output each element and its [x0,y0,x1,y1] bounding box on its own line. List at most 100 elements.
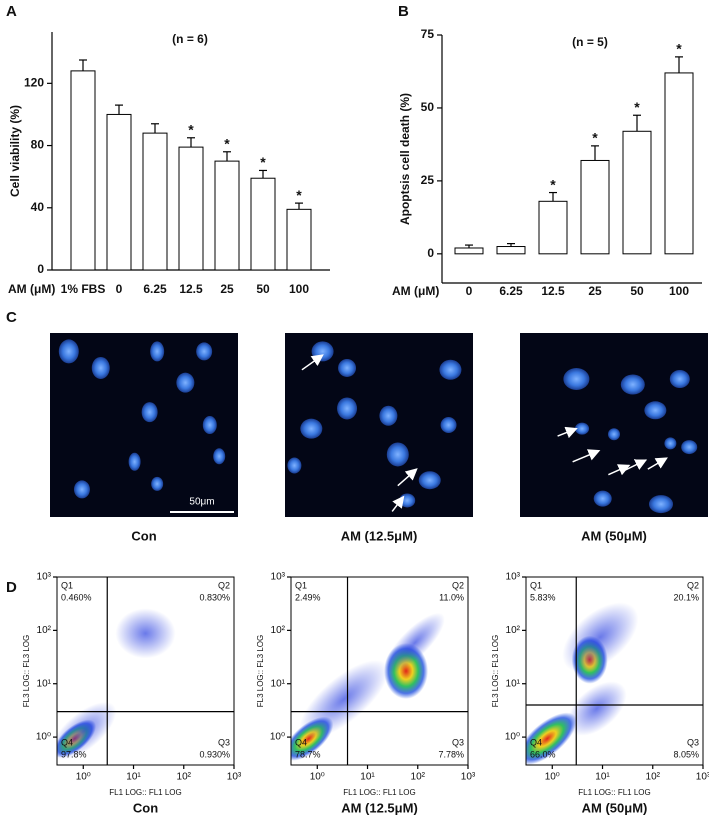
arrow [623,459,648,472]
nucleus [202,416,217,434]
nucleus [664,437,677,450]
micrograph [285,333,473,517]
density-cloud [115,608,176,659]
quadrant-name: Q4 [295,737,307,747]
nucleus [399,493,416,508]
arrow [572,449,601,463]
quadrant-percent: 66.0% [530,749,556,759]
x-axis-label: FL1 LOG:: FL1 LOG [109,788,181,797]
density-cloud [384,612,445,673]
x-tick-label: 10² [411,772,426,783]
y-tick-label: 10³ [506,572,521,583]
y-tick-label: 0 [37,262,44,276]
y-tick-label: 10¹ [271,678,286,689]
x-tick-label: 10¹ [595,772,610,783]
y-tick-label: 50 [421,100,435,114]
bar [178,146,204,271]
y-tick-label: 10³ [271,572,286,583]
density-cloud [567,681,627,736]
density-cloud [299,660,389,739]
x-tick-label: 10⁰ [545,772,560,783]
y-tick-label: 25 [421,173,435,187]
x-tick-label: 10¹ [360,772,375,783]
bar [142,132,168,271]
y-tick-label: 75 [421,27,435,41]
significance-marker: * [296,187,302,203]
x-tick-label: 50 [256,282,270,296]
y-axis-label: FL3 LOG:: FL3 LOG [491,635,500,707]
nucleus [151,476,164,491]
quadrant-percent: 97.8% [61,749,87,759]
nucleus [311,341,334,362]
density-plot [57,608,176,761]
y-tick-label: 10⁰ [36,732,51,743]
y-tick-label: 10¹ [506,678,521,689]
quadrant-name: Q2 [452,580,464,590]
arrow [391,495,405,512]
error-bar [259,169,267,179]
error-bar [115,104,123,115]
x-tick-label: 10³ [227,772,242,783]
x-axis-label: FL1 LOG:: FL1 LOG [578,788,650,797]
y-axis-label: FL3 LOG:: FL3 LOG [256,635,265,707]
quadrant-name: Q4 [530,737,542,747]
arrow [608,464,631,476]
x-tick-label: 0 [466,284,473,298]
plot-frame [56,576,235,766]
x-tick-label: 100 [669,284,689,298]
quadrant-name: Q1 [61,580,73,590]
x-axis-label: FL1 LOG:: FL1 LOG [343,788,415,797]
y-axis-label: FL3 LOG:: FL3 LOG [22,635,31,707]
quadrant-percent: 0.930% [199,749,230,759]
nucleus [669,370,690,388]
arrow [557,426,578,439]
bar [622,130,652,255]
y-tick-label: 10⁰ [505,732,520,743]
quadrant-percent: 11.0% [439,592,464,602]
x-tick-label: 12.5 [541,284,565,298]
quadrant-percent: 5.83% [530,592,556,602]
x-tick-label: 10¹ [126,772,141,783]
x-tick-label: 6.25 [499,284,523,298]
error-bar [79,59,87,71]
image-caption: AM (50μM) [581,528,647,543]
error-bar [633,114,641,132]
image-caption: AM (12.5μM) [341,528,418,543]
x-tick-label: 1% FBS [61,282,106,296]
error-bar [549,191,557,202]
error-bar [223,151,231,162]
density-plot [291,612,445,761]
quadrant-percent: 0.830% [199,592,230,602]
y-tick-label: 10⁰ [270,732,285,743]
y-tick-label: 10¹ [37,678,52,689]
nucleus [563,368,590,390]
bar [496,246,526,255]
y-axis-label: Apoptsis cell death (%) [398,93,412,225]
x-tick-label: 100 [289,282,309,296]
bar [538,200,568,255]
nucleus [608,428,620,441]
annotation: (n = 5) [572,35,608,49]
y-tick-label: 40 [31,200,45,214]
x-axis-label: AM (μM) [392,284,439,298]
y-tick-label: 0 [427,246,434,260]
density-plot [526,602,639,765]
nucleus [593,490,612,507]
error-bar [591,145,599,161]
micrograph [520,333,708,517]
quadrant-name: Q1 [530,580,542,590]
bar [664,72,694,255]
image-caption: Con [131,528,156,543]
error-bar [675,56,683,73]
micrograph [50,333,238,517]
quadrant-name: Q3 [452,737,464,747]
nucleus [300,418,323,439]
error-bar [507,243,515,247]
y-tick-label: 10² [271,625,286,636]
nucleus [213,448,226,465]
nucleus [337,397,358,420]
quadrant-percent: 2.49% [295,592,321,602]
error-bar [465,244,473,248]
quadrant-name: Q1 [295,580,307,590]
